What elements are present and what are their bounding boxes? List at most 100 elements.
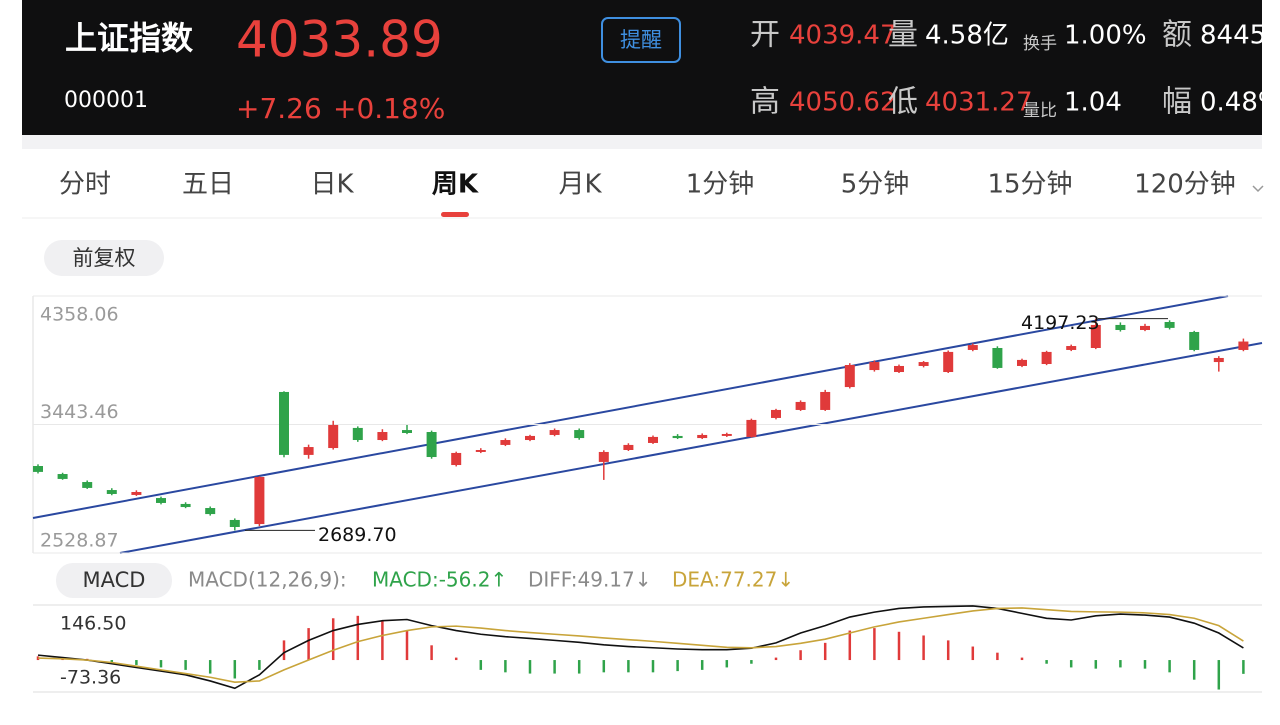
price: 4033.89	[236, 11, 443, 69]
stat-label: 量	[888, 18, 918, 53]
y-tick-label: 4358.06	[40, 304, 119, 326]
change-pct: +0.18%	[333, 92, 445, 125]
macd-line	[37, 605, 1244, 690]
adjust-pill[interactable]	[44, 240, 164, 276]
y-tick-label: 3443.46	[40, 401, 119, 423]
remind-label[interactable]: 提醒	[620, 28, 662, 52]
candle-body	[820, 391, 831, 410]
candle-body	[967, 345, 978, 350]
stat-value: 4039.47	[789, 21, 897, 51]
candle-body	[574, 430, 585, 439]
remind-button[interactable]	[601, 17, 681, 63]
tab[interactable]: 五日	[182, 170, 234, 200]
candle-body	[894, 365, 904, 373]
indicator: DEA:77.27↓	[672, 568, 794, 592]
stat-value: 4050.62	[789, 88, 897, 118]
annotation: 4197.23	[1021, 312, 1100, 334]
stat-label: 低	[888, 85, 918, 120]
candle-body	[623, 444, 634, 450]
candle-body	[57, 474, 68, 479]
channel-lower	[119, 342, 1263, 554]
candle-body	[1017, 359, 1027, 366]
candle-body	[475, 449, 486, 452]
candle-body	[869, 362, 880, 371]
adjust-label[interactable]: 前复权	[73, 246, 136, 270]
indicator: MACD:-56.2↑	[372, 568, 507, 592]
tab[interactable]: 月K	[558, 170, 602, 200]
candle-body	[426, 432, 437, 458]
candle-body	[1140, 325, 1150, 331]
tab[interactable]: 120分钟	[1134, 170, 1236, 200]
indicator: MACD(12,26,9):	[188, 568, 347, 592]
indicator: DIFF:49.17↓	[528, 568, 652, 592]
stat-value: 8445	[1200, 21, 1266, 51]
candle-body	[1041, 351, 1052, 365]
tab[interactable]: 1分钟	[686, 170, 755, 200]
stat-label: 幅	[1162, 85, 1192, 120]
index-name: 上证指数	[65, 19, 194, 57]
header-bg	[22, 0, 1262, 135]
candle-body	[451, 452, 462, 466]
candle-body	[328, 424, 339, 449]
y-tick-label: 2528.87	[40, 530, 119, 552]
stat-value: 4.58亿	[925, 21, 1009, 51]
tab[interactable]: 分时	[59, 170, 111, 200]
candle-body	[918, 362, 929, 366]
tab[interactable]: 日K	[310, 170, 354, 200]
tab[interactable]: 5分钟	[841, 170, 910, 200]
tab-indicator	[441, 212, 469, 217]
stat-label: 额	[1162, 18, 1192, 53]
candle-body	[279, 391, 289, 455]
header: 上证指数 4033.89 000001 +7.26 +0.18% 提醒 开 403…	[64, 11, 1280, 126]
macd-pill[interactable]	[56, 563, 172, 598]
annotation: 2689.70	[318, 524, 397, 546]
candle-body	[106, 490, 117, 494]
candle-body	[771, 409, 781, 418]
candle-body	[525, 435, 535, 441]
candle-body	[992, 347, 1003, 368]
candle-body	[82, 482, 93, 488]
change: +7.26	[236, 92, 322, 125]
stat-label: 高	[750, 85, 780, 120]
stat-label: 换手	[1023, 34, 1057, 54]
candle-body	[131, 492, 142, 495]
code: 000001	[64, 88, 148, 113]
stat-label: 量比	[1023, 101, 1057, 121]
candle-body	[402, 430, 412, 433]
candle-body	[156, 498, 166, 503]
candle-body	[33, 466, 43, 472]
candle-body	[229, 519, 240, 527]
stat-label: 开	[750, 18, 780, 53]
macd-line	[37, 607, 1244, 683]
candle-body	[500, 440, 511, 445]
channel-upper	[32, 295, 1229, 519]
candle-body	[697, 434, 708, 439]
candle-body	[795, 401, 806, 410]
tab[interactable]: 周K	[432, 170, 479, 200]
candle-body	[1115, 324, 1126, 331]
candle-body	[377, 432, 388, 441]
candle-body	[672, 435, 683, 439]
candle-body	[180, 503, 191, 508]
candle-body	[1090, 324, 1101, 348]
candle-body	[721, 433, 732, 436]
candle-body	[943, 351, 954, 373]
candle-body	[648, 436, 658, 443]
y-tick-label: 146.50	[60, 613, 126, 635]
candle-body	[598, 451, 609, 462]
stat-value: 4031.27	[925, 88, 1033, 118]
macd-label[interactable]: MACD	[83, 568, 146, 592]
stat-value: 0.48%	[1200, 88, 1280, 118]
stat-value: 1.04	[1064, 88, 1122, 118]
more-chevron[interactable]	[1252, 185, 1264, 193]
candle-body	[1213, 357, 1224, 363]
tab[interactable]: 15分钟	[987, 170, 1072, 200]
candle-body	[1238, 341, 1249, 350]
candle-body	[1189, 331, 1200, 350]
candle-body	[303, 447, 314, 455]
candle-body	[205, 508, 216, 515]
candle-body	[549, 430, 560, 435]
candle-body	[352, 427, 363, 441]
